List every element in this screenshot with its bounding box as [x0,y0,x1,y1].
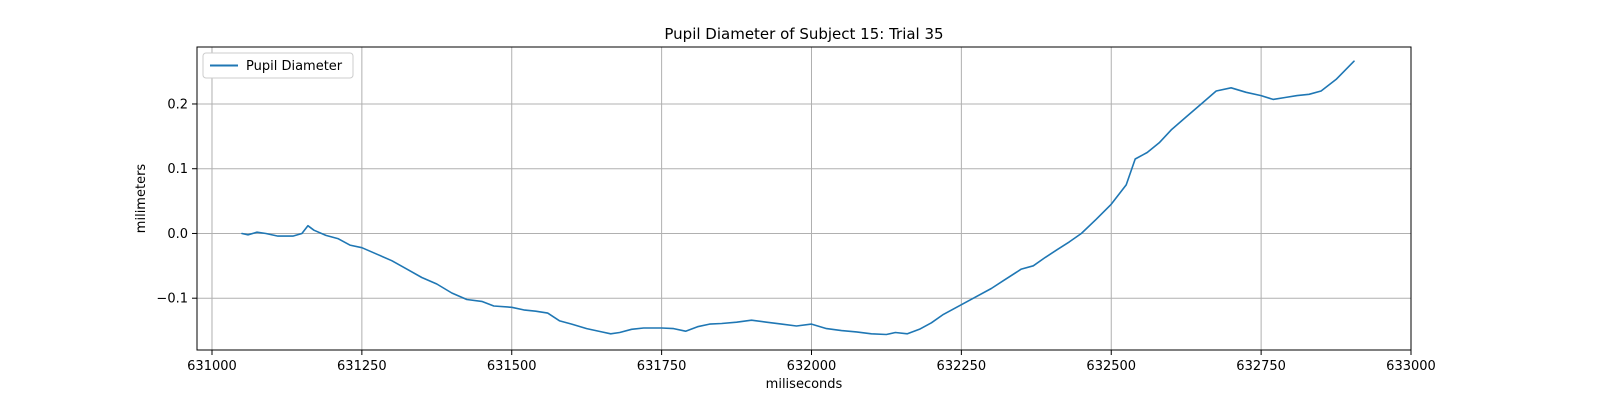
y-axis-title: milimeters [134,164,149,234]
x-tick-label: 631250 [337,359,387,374]
grid [197,47,1412,350]
plot-frame [196,46,1412,351]
y-tick-label: −0.1 [156,292,188,307]
x-tick-label: 633000 [1386,359,1436,374]
y-tick-label: 0.2 [167,97,188,112]
x-tick-label: 632750 [1236,359,1286,374]
legend: Pupil Diameter [202,52,354,79]
x-tick-label: 632250 [937,359,987,374]
x-axis: 631000 631250 631500 631750 632000 632250 6325… [187,350,1436,374]
y-tick-label: 0.0 [167,227,188,242]
x-tick-label: 632000 [787,359,837,374]
series-line-pupil-diameter [241,60,1355,336]
x-axis-title: miliseconds [766,377,843,392]
x-tick-label: 632500 [1086,359,1136,374]
x-tick-label: 631750 [637,359,687,374]
chart-title: Pupil Diameter of Subject 15: Trial 35 [664,25,943,43]
y-axis: −0.1 0.0 0.1 0.2 [156,97,197,307]
legend-label: Pupil Diameter [246,59,343,74]
y-tick-label: 0.1 [167,162,188,177]
legend-box [202,52,354,79]
x-tick-label: 631500 [487,359,537,374]
series-layer [241,60,1355,336]
x-tick-label: 631000 [187,359,237,374]
